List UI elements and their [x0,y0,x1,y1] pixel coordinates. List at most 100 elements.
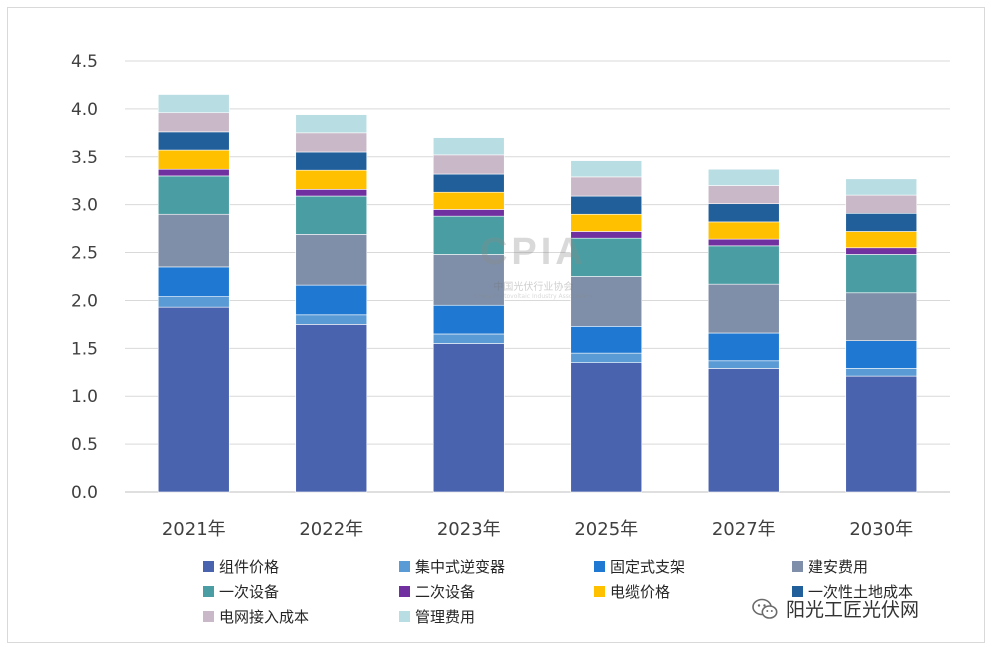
wechat-icon [752,598,778,619]
bar-segment-6 [432,209,505,217]
bar-segment-2 [707,360,780,369]
legend-swatch [203,610,214,622]
bar-segment-1 [707,368,780,493]
watermark-logo-text: CPIA [479,231,587,273]
source-credit: 阳光工匠光伏网 [752,595,919,622]
bar-segment-3 [707,332,780,362]
legend-label: 二次设备 [415,582,476,601]
bar-segment-4 [157,213,230,268]
bar-segment-7 [707,221,780,240]
legend-swatch [792,585,803,597]
bar-segment-7 [570,213,643,232]
x-tick-label: 2027年 [712,519,776,540]
bar-segment-10 [707,168,780,186]
legend-item: 二次设备 [399,581,475,601]
watermark-org-en: China Photovoltaic Industry Association [474,293,593,300]
bar-segment-9 [570,176,643,197]
legend-label: 固定式支架 [610,557,686,576]
bar-segment-4 [845,292,918,341]
legend-label: 电缆价格 [610,582,671,601]
legend-label: 集中式逆变器 [415,557,506,576]
x-axis-ticks: 2021年 2022年 2023年 2025年 2027年 2030年 [162,519,913,540]
bar-segment-6 [295,189,368,197]
legend-label: 电网接入成本 [219,607,310,626]
y-tick-label: 3.5 [71,148,98,168]
bar-segment-3 [432,304,505,335]
bar-segment-3 [157,266,230,297]
gridlines [125,60,950,493]
y-tick-label: 1.0 [71,387,98,407]
bar-segment-9 [432,154,505,175]
legend-item: 集中式逆变器 [399,556,505,576]
bar-segment-5 [845,254,918,294]
legend-label: 一次设备 [219,582,280,601]
chart-frame [7,7,985,643]
watermark-org-cn: 中国光伏行业协会 [493,282,574,293]
legend-label: 管理费用 [415,607,476,626]
legend-label: 组件价格 [219,557,280,576]
bar-segment-10 [570,160,643,178]
bar-segment-2 [845,368,918,377]
bar-segment-5 [295,195,368,235]
legend-swatch [399,560,410,572]
legend-item: 电网接入成本 [203,606,309,626]
bar-segment-7 [295,169,368,190]
x-tick-label: 2021年 [162,519,226,540]
bar-segment-5 [570,237,643,277]
x-tick-label: 2025年 [574,519,638,540]
legend-label: 建安费用 [808,557,869,576]
bar-segment-6 [157,168,230,177]
bar-segment-8 [432,173,505,193]
y-tick-label: 4.0 [71,100,98,120]
bar-segment-3 [295,284,368,316]
bar-segment-3 [845,340,918,369]
legend-item: 管理费用 [399,606,475,626]
bar-segment-2 [432,333,505,344]
bar-segment-9 [845,194,918,214]
bar-segment-4 [707,283,780,334]
legend-item: 组件价格 [203,556,279,576]
legend-item: 一次性土地成本 [792,581,913,601]
bar-segment-9 [707,185,780,205]
y-tick-label: 2.0 [71,291,98,311]
y-tick-label: 2.5 [71,244,98,264]
bar-segment-9 [157,112,230,133]
bar-segment-5 [707,245,780,285]
bar-segment-1 [157,306,230,493]
bar-segment-5 [157,175,230,215]
bar-segment-7 [845,231,918,249]
x-tick-label: 2030年 [849,519,913,540]
bar-segment-7 [432,191,505,210]
bar-segment-8 [157,131,230,151]
y-tick-label: 3.0 [71,196,98,216]
bar-segment-8 [570,195,643,215]
legend-label: 一次性土地成本 [808,582,914,601]
bar-segment-8 [295,151,368,171]
legend-swatch [399,585,410,597]
y-tick-label: 1.5 [71,339,98,359]
bar-segment-6 [707,238,780,247]
legend-item: 固定式支架 [594,556,685,576]
legend-item: 一次设备 [203,581,279,601]
y-axis-ticks: 0.0 0.5 1.0 1.5 2.0 2.5 3.0 3.5 4.0 4.5 [71,52,98,503]
legend-swatch [399,610,410,622]
y-tick-label: 0.0 [71,483,98,503]
bar-segment-8 [707,203,780,223]
bar-segment-2 [157,296,230,308]
bar-segment-6 [845,247,918,255]
bar-segment-2 [570,352,643,364]
bar-segment-3 [570,326,643,354]
legend-swatch [792,560,803,572]
bar-segment-1 [570,362,643,493]
x-tick-label: 2023年 [437,519,501,540]
legend-swatch [594,560,605,572]
source-label: 阳光工匠光伏网 [786,599,920,621]
bar-segment-4 [432,254,505,306]
legend-item: 建安费用 [792,556,868,576]
cpia-watermark: CPIA 中国光伏行业协会 China Photovoltaic Industr… [474,232,593,300]
bar-segment-7 [157,149,230,170]
bar-segment-1 [295,324,368,493]
bar-segment-4 [295,234,368,286]
legend-swatch [203,560,214,572]
